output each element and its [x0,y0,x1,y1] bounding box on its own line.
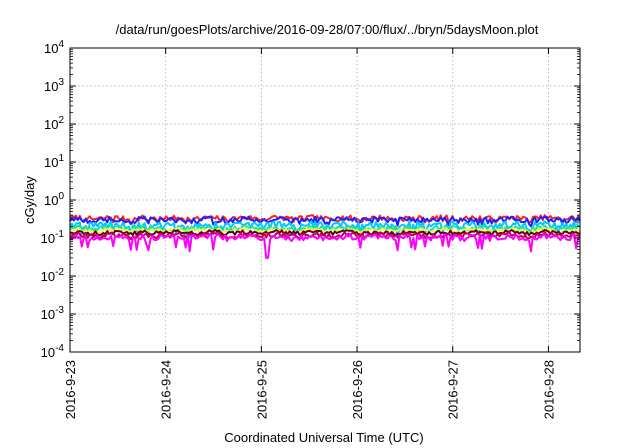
y-tick-label: 10-2 [41,267,65,284]
y-tick-label: 10-4 [41,343,65,360]
y-tick-label: 10-1 [41,229,65,246]
y-tick-label: 104 [44,39,64,56]
y-tick-label: 10-3 [41,305,65,322]
x-tick-label: 2016-9-27 [446,360,461,419]
y-axis-label: cGy/day [22,176,37,224]
x-tick-label: 2016-9-26 [350,360,365,419]
chart-title: /data/run/goesPlots/archive/2016-09-28/0… [116,22,539,37]
x-tick-label: 2016-9-25 [254,360,269,419]
x-axis-label: Coordinated Universal Time (UTC) [224,430,423,445]
y-tick-label: 100 [44,191,64,208]
series-line [69,215,581,228]
series-line [69,224,581,234]
y-tick-label: 103 [44,77,64,94]
series-line [69,228,581,237]
x-tick-label: 2016-9-23 [63,360,78,419]
series-line [69,233,581,259]
x-tick-label: 2016-9-28 [541,360,556,419]
x-tick-label: 2016-9-24 [159,360,174,419]
y-tick-label: 101 [44,153,64,170]
y-tick-label: 102 [44,115,64,132]
